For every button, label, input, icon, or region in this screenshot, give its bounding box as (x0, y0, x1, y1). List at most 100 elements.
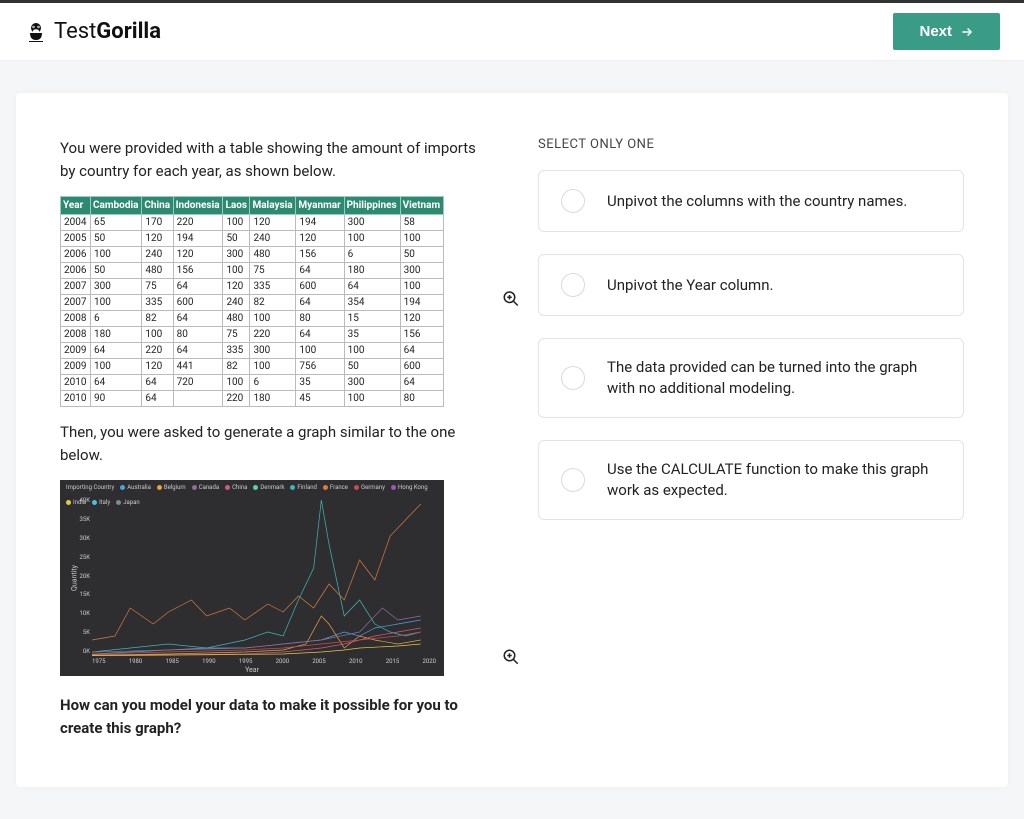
table-cell: 100 (223, 215, 250, 231)
table-cell: 2009 (61, 343, 91, 359)
answer-option[interactable]: Unpivot the columns with the country nam… (538, 170, 964, 232)
table-cell: 240 (223, 295, 250, 311)
answer-option-text: Use the CALCULATE function to make this … (607, 459, 941, 501)
table-cell: 2009 (61, 359, 91, 375)
table-cell: 64 (91, 343, 142, 359)
table-cell: 194 (173, 231, 223, 247)
zoom-icon[interactable] (502, 648, 520, 673)
imports-table: YearCambodiaChinaIndonesiaLaosMalaysiaMy… (60, 196, 444, 407)
options-list: Unpivot the columns with the country nam… (538, 170, 964, 520)
table-header-cell: China (142, 197, 173, 215)
chart-legend-label: Germany (361, 483, 385, 492)
table-row: 20071003356002408264354194 (61, 295, 444, 311)
chart-legend-dot (66, 500, 71, 505)
table-header-cell: Cambodia (91, 197, 142, 215)
chart-legend-dot (323, 485, 328, 490)
chart-legend-item: Canada (192, 483, 219, 492)
line-chart: Importing CountryAustraliaBelgiumCanadaC… (60, 480, 444, 676)
table-header-cell: Indonesia (173, 197, 223, 215)
chart-legend-dot (290, 485, 295, 490)
table-row: 20046517022010012019430058 (61, 215, 444, 231)
chart-legend-dot (192, 485, 197, 490)
table-cell: 600 (173, 295, 223, 311)
chart-legend-dot (391, 485, 396, 490)
radio-icon (561, 468, 585, 492)
answer-option-text: Unpivot the columns with the country nam… (607, 191, 907, 212)
answer-option[interactable]: Use the CALCULATE function to make this … (538, 440, 964, 520)
table-cell: 120 (223, 279, 250, 295)
table-cell: 600 (296, 279, 344, 295)
chart-legend-dot (120, 485, 125, 490)
table-cell: 80 (173, 327, 223, 343)
chart-legend-label: Finland (297, 483, 317, 492)
table-cell: 120 (142, 231, 173, 247)
table-cell: 45 (296, 391, 344, 407)
table-cell: 75 (142, 279, 173, 295)
chart-xtick: 1980 (129, 657, 143, 666)
table-cell: 354 (344, 295, 400, 311)
question-prompt: How can you model your data to make it p… (60, 694, 490, 739)
table-cell: 100 (91, 359, 142, 375)
chart-xtick: 2005 (312, 657, 326, 666)
table-cell: 240 (250, 231, 296, 247)
table-cell: 6 (91, 311, 142, 327)
table-cell: 335 (142, 295, 173, 311)
chart-xtick: 2000 (276, 657, 290, 666)
chart-svg (92, 496, 436, 656)
table-cell: 480 (223, 311, 250, 327)
table-cell: 756 (296, 359, 344, 375)
table-cell: 50 (223, 231, 250, 247)
answer-option-text: The data provided can be turned into the… (607, 357, 941, 399)
table-cell: 300 (344, 375, 400, 391)
table-cell: 75 (250, 263, 296, 279)
chart-legend-label: Hong Kong (398, 483, 428, 492)
next-button[interactable]: Next (893, 13, 1000, 50)
table-cell: 50 (344, 359, 400, 375)
table-cell: 35 (296, 375, 344, 391)
table-cell (173, 391, 223, 407)
table-row: 2006504801561007564180300 (61, 263, 444, 279)
table-cell: 64 (142, 391, 173, 407)
table-cell: 100 (296, 343, 344, 359)
table-cell: 180 (344, 263, 400, 279)
table-cell: 80 (400, 391, 443, 407)
chart-legend-item: China (225, 483, 247, 492)
table-cell: 441 (173, 359, 223, 375)
table-cell: 100 (250, 359, 296, 375)
brand-text-first: Test (54, 19, 96, 44)
table-cell: 100 (400, 279, 443, 295)
table-header-cell: Myanmar (296, 197, 344, 215)
chart-legend-dot (157, 485, 162, 490)
chart-legend-item: France (323, 483, 348, 492)
chart-legend-item: Germany (354, 483, 385, 492)
chart-plot-area (92, 496, 436, 656)
chart-legend-title: Importing Country (66, 483, 114, 492)
answer-option[interactable]: The data provided can be turned into the… (538, 338, 964, 418)
table-cell: 64 (173, 311, 223, 327)
zoom-icon[interactable] (502, 289, 520, 314)
table-cell: 2007 (61, 279, 91, 295)
table-cell: 600 (400, 359, 443, 375)
table-cell: 82 (250, 295, 296, 311)
radio-icon (561, 189, 585, 213)
table-cell: 75 (223, 327, 250, 343)
table-cell: 64 (173, 279, 223, 295)
table-cell: 100 (344, 231, 400, 247)
chart-legend-item: Denmark (253, 483, 284, 492)
chart-legend-label: France (330, 483, 348, 492)
table-cell: 82 (142, 311, 173, 327)
table-cell: 120 (173, 247, 223, 263)
table-cell: 50 (91, 231, 142, 247)
chart-ytick: 0K (74, 647, 90, 656)
chart-xtick: 2010 (349, 657, 363, 666)
table-cell: 64 (344, 279, 400, 295)
table-cell: 480 (250, 247, 296, 263)
table-cell: 100 (91, 247, 142, 263)
table-cell: 90 (91, 391, 142, 407)
table-row: 20091001204418210075650600 (61, 359, 444, 375)
next-button-label: Next (919, 23, 952, 40)
chart-legend-item: Hong Kong (391, 483, 428, 492)
answer-option[interactable]: Unpivot the Year column. (538, 254, 964, 316)
chart-yaxis: 40K35K30K25K20K15K10K5K0K (74, 496, 90, 656)
table-cell: 2006 (61, 263, 91, 279)
